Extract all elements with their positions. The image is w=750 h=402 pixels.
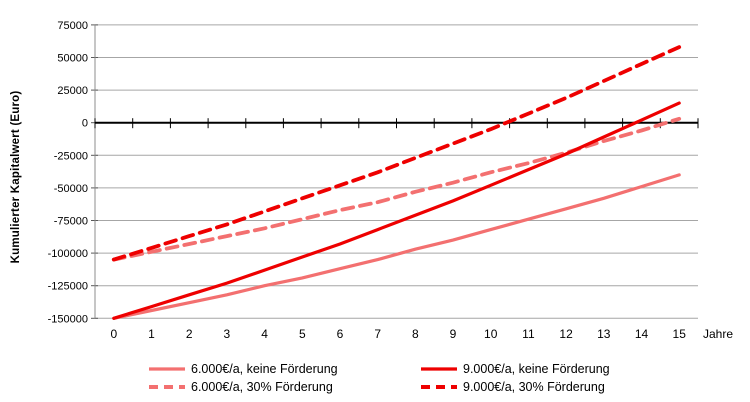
legend-key-dashed-line-icon (149, 385, 185, 389)
series-line-0 (112, 173, 681, 320)
legend-key-line-icon (421, 367, 457, 371)
y-axis-title: Kumulierter Kapitalwert (Euro) (10, 90, 22, 264)
x-tick-label: 10 (484, 327, 498, 341)
y-tick-label: 75000 (57, 20, 88, 32)
x-tick-label: 12 (559, 327, 573, 341)
y-tick-label: 0 (82, 118, 88, 130)
x-tick-label: 2 (186, 327, 193, 341)
legend-item: 9.000€/a, 30% Förderung (420, 378, 610, 396)
legend-label: 9.000€/a, keine Förderung (463, 362, 610, 376)
legend-label: 6.000€/a, keine Förderung (191, 362, 338, 376)
x-tick-label: 1 (148, 327, 155, 341)
x-tick-label: 13 (597, 327, 611, 341)
legend-label: 9.000€/a, 30% Förderung (463, 380, 605, 394)
axis-layer (91, 24, 699, 319)
y-tick-label: 50000 (57, 53, 88, 65)
series-line-2 (112, 101, 681, 320)
y-tick-label: -75000 (54, 216, 88, 228)
x-tick-label: 7 (374, 327, 381, 341)
y-tick-label: -25000 (54, 150, 88, 162)
x-tick-label: 15 (673, 327, 687, 341)
legend-item: 6.000€/a, 30% Förderung (148, 378, 338, 396)
legend-item: 6.000€/a, keine Förderung (148, 360, 338, 378)
x-tick-label: 0 (110, 327, 117, 341)
x-tick-label: 11 (522, 327, 535, 341)
tick-label-layer: 75000 50000 25000 0 -25000 -50000 -75000 -10000… (48, 20, 687, 341)
y-tick-label: 25000 (57, 85, 88, 97)
x-tick-label: 9 (450, 327, 457, 341)
grid-layer (95, 24, 698, 319)
x-tick-label: 8 (412, 327, 419, 341)
x-tick-label: 6 (337, 327, 344, 341)
legend-item: 9.000€/a, keine Förderung (420, 360, 610, 378)
legend-key-dashed-line-icon (421, 385, 457, 389)
x-tick-label: 3 (224, 327, 231, 341)
x-axis-unit-label: Jahre (703, 327, 733, 341)
x-tick-label: 4 (261, 327, 268, 341)
x-tick-label: 5 (299, 327, 306, 341)
series-line-3 (111, 45, 682, 262)
legend: 6.000€/a, keine Förderung 6.000€/a, 30% … (0, 360, 750, 400)
legend-column-right: 9.000€/a, keine Förderung 9.000€/a, 30% … (420, 360, 610, 396)
y-tick-label: -100000 (48, 248, 88, 260)
y-tick-label: -125000 (48, 281, 88, 293)
legend-label: 6.000€/a, 30% Förderung (191, 380, 333, 394)
y-tick-label: -150000 (48, 313, 88, 325)
series-layer (111, 45, 682, 320)
legend-key-line-icon (149, 367, 185, 371)
y-tick-label: -50000 (54, 183, 88, 195)
legend-column-left: 6.000€/a, keine Förderung 6.000€/a, 30% … (148, 360, 338, 396)
x-tick-label: 14 (635, 327, 649, 341)
